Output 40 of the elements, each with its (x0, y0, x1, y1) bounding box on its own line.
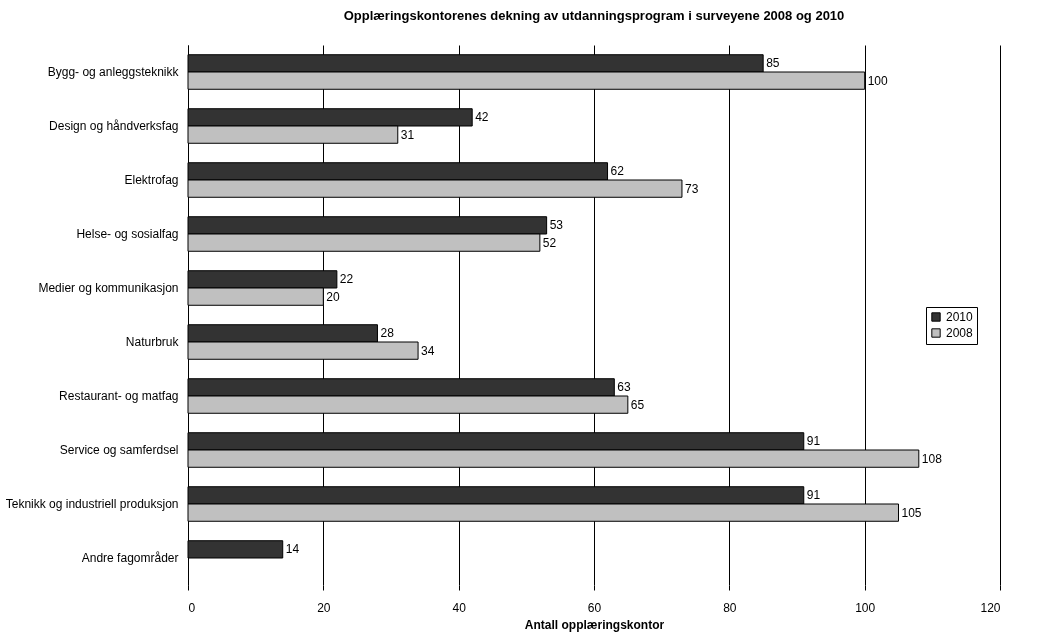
chart-title: Opplæringskontorenes dekning av utdanningsprogram i surveyene 2008 og 2010 (343, 8, 845, 23)
data-label: 53 (549, 218, 564, 233)
y-tick-label: Restaurant- og matfag (59, 389, 179, 403)
data-label: 105 (901, 505, 922, 520)
y-tick-label: Elektrofag (124, 173, 179, 187)
data-label: 91 (806, 488, 821, 503)
x-tick-label: 60 (587, 600, 602, 615)
x-tick-label: 120 (980, 600, 1001, 615)
data-label: 62 (610, 164, 625, 179)
data-label: 34 (421, 343, 435, 358)
y-tick-label: Naturbruk (125, 335, 180, 349)
data-label: 28 (380, 326, 395, 341)
x-tick-label: 80 (723, 600, 737, 615)
legend-label: 2008 (946, 326, 974, 340)
x-tick-label: 100 (855, 600, 876, 615)
data-label: 100 (867, 73, 889, 88)
y-tick-label: Bygg- og anleggsteknikk (47, 65, 180, 79)
data-label: 91 (806, 434, 821, 449)
data-label: 73 (684, 181, 699, 196)
x-tick-label: 20 (317, 600, 331, 615)
data-label: 22 (339, 272, 354, 287)
data-label: 14 (285, 542, 300, 557)
data-label: 85 (766, 56, 780, 71)
data-label: 108 (921, 451, 943, 466)
y-tick-label: Medier og kommunikasjon (38, 281, 179, 295)
y-tick-label: Teknikk og industriell produksjon (5, 497, 179, 511)
legend-label: 2010 (946, 310, 974, 324)
data-label: 63 (617, 380, 631, 395)
y-tick-label: Design og håndverksfag (49, 119, 179, 133)
y-tick-label: Service og samferdsel (59, 443, 179, 457)
x-axis-title: Antall opplæringskontor (524, 617, 665, 632)
data-label: 20 (326, 289, 341, 304)
y-tick-label: Andre fagområder (81, 551, 179, 565)
data-label: 65 (630, 397, 645, 412)
data-label: 31 (400, 127, 415, 142)
data-label: 52 (542, 235, 557, 250)
x-tick-label: 40 (452, 600, 467, 615)
data-label: 42 (475, 110, 489, 125)
x-tick-label: 0 (188, 600, 196, 615)
y-tick-label: Helse- og sosialfag (76, 227, 179, 241)
